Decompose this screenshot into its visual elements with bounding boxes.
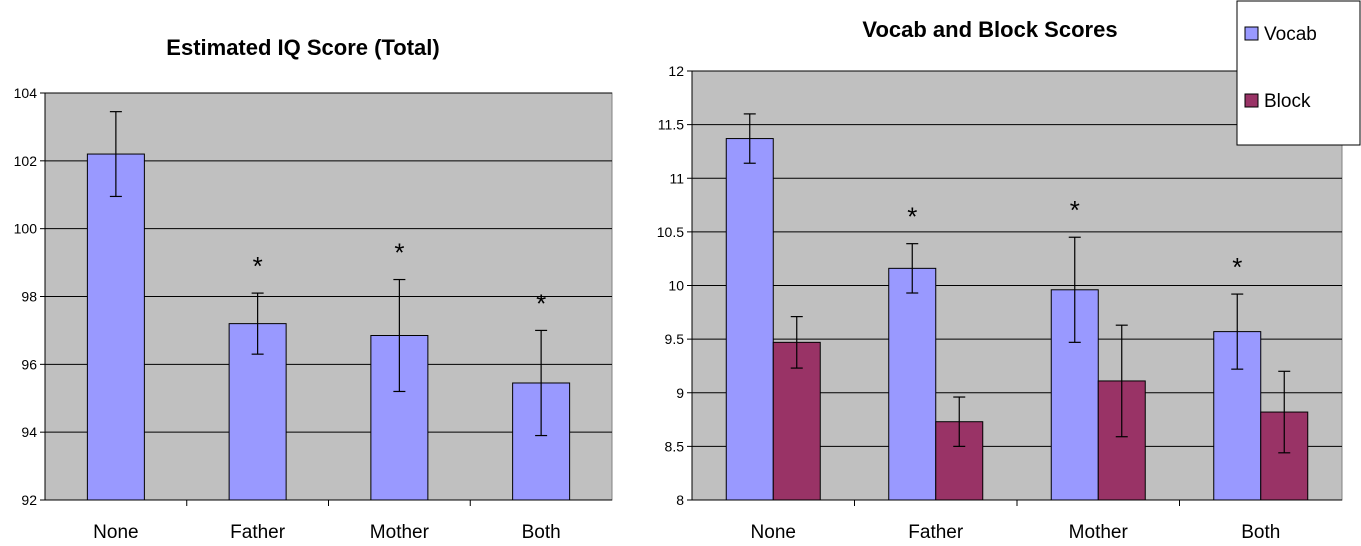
chart-title: Estimated IQ Score (Total) [166,35,439,60]
legend-box [1236,0,1361,146]
y-tick-label: 8.5 [665,438,685,454]
significance-star: * [907,202,917,232]
bar [888,267,937,501]
y-tick-label: 100 [14,221,38,237]
category-label: Father [908,522,964,543]
y-tick-label: 11.5 [658,117,684,133]
y-tick-label: 10 [668,278,684,294]
bar [725,138,774,501]
category-label: Both [1241,522,1280,543]
y-tick-label: 9.5 [665,331,685,347]
y-tick-label: 92 [21,492,37,508]
significance-star: * [253,251,263,281]
significance-star: * [1070,195,1080,225]
legend-swatch [1244,26,1259,41]
chart-title: Vocab and Block Scores [862,17,1117,42]
y-tick-label: 94 [21,424,37,440]
iq-chart: Estimated IQ Score (Total) 92 94 96 98 100 102… [0,0,620,546]
category-label: Mother [1069,522,1129,543]
y-tick-label: 8 [676,492,684,508]
category-label: None [751,522,796,543]
category-label: Both [522,522,561,543]
significance-star: * [536,288,546,318]
y-tick-label: 12 [668,63,684,79]
y-tick-label: 96 [21,356,37,372]
y-tick-label: 98 [21,289,37,305]
y-tick-label: 9 [676,385,684,401]
y-tick-label: 104 [14,85,38,101]
category-label: Mother [370,522,430,543]
y-tick-label: 102 [14,153,38,169]
vocab-block-chart-svg: Vocab and Block Scores 8 8.5 9 9.5 10 10.5 11 11… [657,0,1361,543]
legend-label: Vocab [1264,24,1317,45]
significance-star: * [1232,252,1242,282]
legend-label: Block [1264,91,1311,112]
significance-star: * [394,238,404,268]
y-tick-label: 10.5 [657,224,684,240]
category-label: None [93,522,138,543]
legend-swatch [1244,93,1259,108]
y-tick-label: 11 [669,170,684,186]
bar [86,153,145,501]
category-label: Father [230,522,286,543]
vocab-block-chart: Vocab and Block Scores 8 8.5 9 9.5 10 10.5 11 11… [620,0,1361,546]
iq-chart-svg: Estimated IQ Score (Total) 92 94 96 98 100 102… [14,35,613,543]
